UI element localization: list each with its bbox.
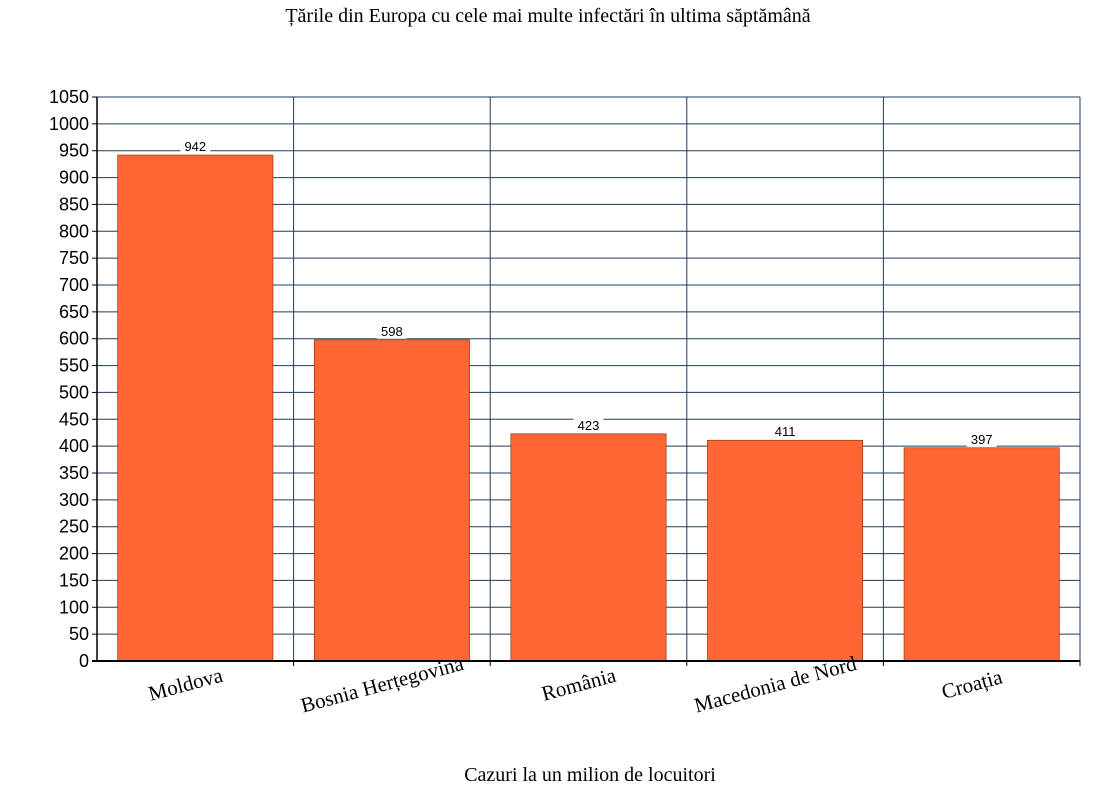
- bar: [313, 339, 470, 662]
- y-tick-label: 900: [59, 168, 89, 188]
- data-label: 598: [381, 324, 403, 339]
- y-tick-label: 800: [59, 221, 89, 241]
- data-label: 411: [775, 424, 796, 439]
- y-tick-label: 100: [59, 597, 89, 617]
- y-tick-label: 450: [59, 409, 89, 429]
- y-tick-label: 850: [59, 194, 89, 214]
- bar: [117, 154, 274, 662]
- data-label-background: [180, 138, 211, 155]
- y-tick-label: 250: [59, 517, 89, 537]
- y-tick-label: 550: [59, 356, 89, 376]
- bar: [903, 447, 1060, 662]
- y-tick-label: 50: [69, 624, 89, 644]
- chart-title: Țările din Europa cu cele mai multe infe…: [285, 5, 810, 27]
- y-tick-label: 1050: [49, 87, 89, 107]
- y-tick-label: 200: [59, 544, 89, 564]
- data-label: 942: [184, 139, 206, 154]
- data-label-background: [573, 416, 604, 433]
- data-label-background: [376, 322, 407, 339]
- data-label-background: [966, 430, 997, 447]
- data-label: 423: [578, 418, 600, 433]
- y-tick-label: 150: [59, 570, 89, 590]
- bar: [707, 439, 864, 662]
- y-tick-label: 500: [59, 382, 89, 402]
- y-tick-label: 400: [59, 436, 89, 456]
- y-tick-label: 700: [59, 275, 89, 295]
- y-tick-label: 300: [59, 490, 89, 510]
- y-tick-label: 650: [59, 302, 89, 322]
- category-label: Moldova: [146, 663, 226, 706]
- category-label: Croația: [939, 664, 1006, 703]
- data-label: 397: [971, 432, 993, 447]
- y-tick-label: 350: [59, 463, 89, 483]
- y-tick-label: 750: [59, 248, 89, 268]
- axes: [92, 96, 1081, 666]
- bars: [117, 154, 1060, 662]
- y-tick-label: 950: [59, 141, 89, 161]
- y-tick-label: 1000: [49, 114, 89, 134]
- x-axis-title: Cazuri la un milion de locuitori: [464, 764, 716, 786]
- data-label-background: [770, 423, 801, 440]
- y-tick-label: 0: [79, 651, 89, 671]
- bar: [510, 433, 667, 662]
- y-tick-label: 600: [59, 329, 89, 349]
- category-label: România: [539, 663, 619, 706]
